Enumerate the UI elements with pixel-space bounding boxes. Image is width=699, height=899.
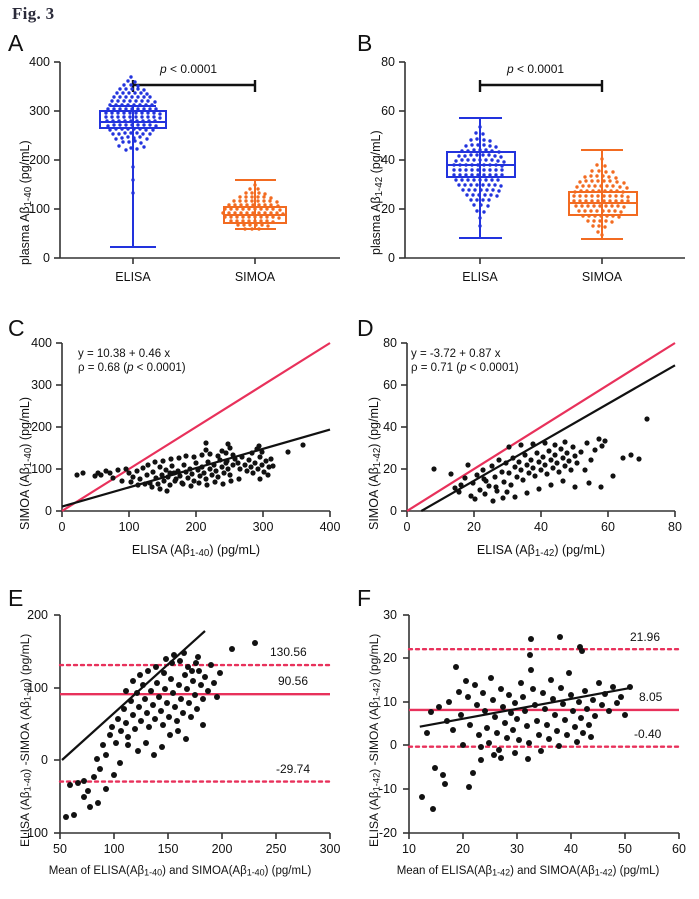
panel-c-xtick-300: 300	[252, 520, 274, 534]
panel-b-ytick-40: 40	[381, 153, 395, 167]
panel-a-xtick-elisa: ELISA	[115, 270, 151, 284]
panel-d: D SIMOA (Aβ1-42) (pg/mL) y = -3.72 + 0.8…	[349, 315, 699, 580]
panel-d-ytick-60: 60	[383, 378, 397, 392]
panel-e-xlabel: Mean of ELISA(Aβ1-40) and SIMOA(Aβ1-40) …	[48, 865, 312, 878]
panel-a-ytick-400: 400	[29, 55, 50, 69]
panel-a: A plasma Aβ1-40 (pg/mL)	[0, 30, 350, 300]
panel-a-xtick-simoa: SIMOA	[234, 270, 276, 284]
panel-d-equation: y = -3.72 + 0.87 x ρ = 0.71 (p < 0.0001)	[411, 348, 519, 374]
panel-f-ytick--10: -10	[378, 782, 397, 796]
panel-e-ytick-100: 100	[27, 681, 48, 695]
panel-f: F ELISA (Aβ1-42) -SIMOA (Aβ1-42) (pg/mL)	[349, 585, 699, 899]
panel-a-pvalue: p < 0.0001	[160, 62, 218, 76]
panel-f-xtick-30: 30	[510, 842, 524, 856]
panel-a-ytick-100: 100	[29, 202, 50, 216]
panel-d-xtick-20: 20	[467, 520, 481, 534]
panel-f-xtick-50: 50	[618, 842, 632, 856]
panel-f-ytick-30: 30	[383, 608, 397, 622]
panel-a-letter: A	[8, 30, 24, 56]
panel-a-ytick-200: 200	[29, 153, 50, 167]
panel-e-xtick-150: 150	[157, 842, 179, 856]
panel-e-xtick-200: 200	[211, 842, 233, 856]
panel-f-ytick-0: 0	[390, 738, 397, 752]
panel-d-ytick-40: 40	[383, 420, 397, 434]
panel-b-ytick-60: 60	[381, 104, 395, 118]
panel-c-ytick-400: 400	[31, 336, 52, 350]
panel-e-xtick-50: 50	[53, 842, 67, 856]
panel-b-xtick-simoa: SIMOA	[581, 270, 623, 284]
panel-f-ytick--20: -20	[378, 826, 397, 840]
panel-e-lower-loa: -29.74	[276, 762, 311, 776]
panel-e-xtick-300: 300	[319, 842, 341, 856]
panel-e: E ELISA (Aβ1-40) -SIMOA (Aβ1-40) (pg/mL)	[0, 585, 350, 899]
panel-d-xlabel: ELISA (Aβ1-42) (pg/mL)	[476, 543, 606, 559]
panel-d-xtick-60: 60	[601, 520, 615, 534]
panel-c-xtick-0: 0	[58, 520, 66, 534]
panel-c-ytick-200: 200	[31, 420, 52, 434]
panel-a-ytick-0: 0	[43, 251, 50, 265]
panel-c-xlabel: ELISA (Aβ1-40) (pg/mL)	[131, 543, 261, 559]
panel-c-xtick-400: 400	[319, 520, 341, 534]
panel-a-ytick-300: 300	[29, 104, 50, 118]
panel-b-ylabel: plasma Aβ1-42 (pg/mL)	[369, 130, 385, 255]
panel-f-letter: F	[357, 585, 372, 611]
panel-d-ytick-80: 80	[383, 336, 397, 350]
panel-c-letter: C	[8, 315, 25, 341]
panel-f-xtick-60: 60	[672, 842, 686, 856]
panel-e-xtick-100: 100	[103, 842, 125, 856]
panel-c-ytick-300: 300	[31, 378, 52, 392]
panel-b-ytick-20: 20	[381, 202, 395, 216]
panel-b-xtick-elisa: ELISA	[462, 270, 498, 284]
panel-f-bias: 8.05	[639, 690, 663, 704]
panel-d-xtick-40: 40	[534, 520, 548, 534]
panel-d-letter: D	[357, 315, 374, 341]
panel-b-pvalue: p < 0.0001	[507, 62, 565, 76]
panel-e-ytick--100: -100	[22, 826, 48, 840]
panel-f-ytick-20: 20	[383, 651, 397, 665]
panel-d-xtick-80: 80	[668, 520, 682, 534]
panel-e-bias: 90.56	[278, 674, 309, 688]
panel-a-plot	[54, 61, 340, 264]
panel-f-xlabel: Mean of ELISA(Aβ1-42) and SIMOA(Aβ1-42) …	[396, 865, 660, 878]
panel-c-ytick-100: 100	[31, 462, 52, 476]
panel-d-xtick-0: 0	[403, 520, 411, 534]
panel-b-ytick-0: 0	[388, 251, 395, 265]
panel-f-xtick-10: 10	[402, 842, 416, 856]
panel-d-plot	[401, 342, 676, 517]
panel-d-ytick-20: 20	[383, 462, 397, 476]
panel-e-ytick-0: 0	[41, 753, 48, 767]
panel-c-xtick-100: 100	[118, 520, 140, 534]
panel-e-xtick-250: 250	[265, 842, 287, 856]
panel-e-plot	[54, 614, 332, 839]
panel-c-plot	[56, 342, 331, 517]
panel-e-upper-loa: 130.56	[270, 645, 307, 659]
figure-title: Fig. 3	[12, 4, 55, 23]
panel-f-ytick-10: 10	[383, 695, 397, 709]
panel-f-xtick-20: 20	[456, 842, 470, 856]
panel-f-plot	[403, 614, 681, 839]
panel-d-ytick-0: 0	[390, 504, 397, 518]
panel-b-ytick-80: 80	[381, 55, 395, 69]
panel-c-ytick-0: 0	[45, 504, 52, 518]
panel-c: C SIMOA (Aβ1-40) (pg/mL) y = 10.38 + 0.4…	[0, 315, 350, 580]
panel-f-upper-loa: 21.96	[630, 630, 661, 644]
panel-b-letter: B	[357, 30, 373, 56]
panel-e-ytick-200: 200	[27, 608, 48, 622]
panel-e-letter: E	[8, 585, 24, 611]
panel-b-plot	[399, 61, 685, 264]
panel-b: B plasma Aβ1-42 (pg/mL)	[349, 30, 699, 300]
panel-f-lower-loa: -0.40	[634, 727, 662, 741]
panel-c-equation: y = 10.38 + 0.46 x ρ = 0.68 (p < 0.0001)	[78, 348, 186, 374]
panel-f-xtick-40: 40	[564, 842, 578, 856]
panel-c-xtick-200: 200	[185, 520, 207, 534]
panel-e-ylabel: ELISA (Aβ1-40) -SIMOA (Aβ1-40) (pg/mL)	[18, 633, 33, 847]
